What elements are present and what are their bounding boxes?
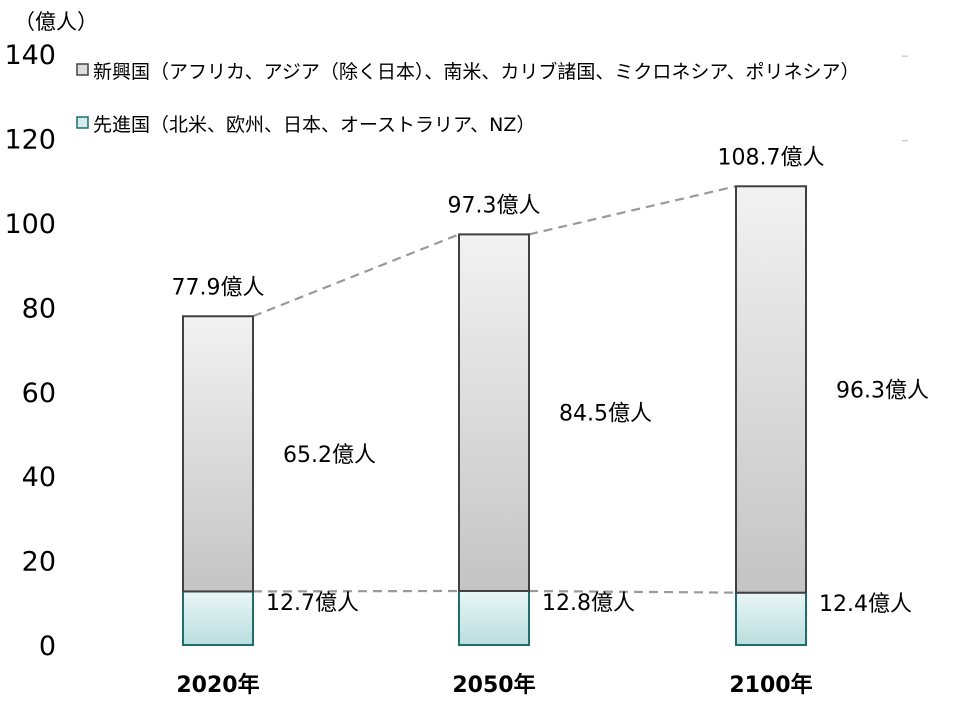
total-label: 77.9億人	[172, 275, 265, 300]
y-tick-label: 0	[39, 631, 56, 662]
legend: 新興国（アフリカ、アジア（除く日本）、南米、カリブ諸国、ミクロネシア、ポリネシア…	[76, 60, 859, 136]
developed-value-label: 12.4億人	[819, 592, 912, 617]
y-tick-label: 140	[4, 40, 56, 71]
x-category-label: 2050年	[452, 672, 535, 698]
bar-emerging	[458, 233, 530, 592]
bar-developed	[458, 589, 530, 647]
developed-value-label: 12.8億人	[542, 591, 635, 616]
connector-lines	[252, 185, 737, 594]
emerging-value-label: 65.2億人	[283, 443, 376, 468]
y-tick-label: 120	[4, 125, 56, 156]
bar-emerging	[182, 315, 254, 593]
total-label: 97.3億人	[448, 193, 541, 218]
x-axis-categories: 2020年 2050年 2100年	[176, 672, 812, 698]
x-category-label: 2020年	[176, 672, 259, 698]
total-label: 108.7億人	[718, 145, 825, 170]
connector-line-total	[528, 185, 737, 236]
emerging-value-label: 84.5億人	[559, 402, 652, 427]
connector-line-developed	[528, 589, 737, 594]
legend-item-developed: 先進国（北米、欧州、日本、オーストラリア、NZ）	[76, 114, 535, 136]
bar-emerging	[735, 185, 807, 594]
y-axis-ticks: 0 20 40 60 80 100 120 140	[4, 40, 908, 662]
connector-line-total	[252, 233, 460, 318]
data-labels: 77.9億人 65.2億人 12.7億人 97.3億人 84.5億人 12.8億人 108.…	[172, 145, 930, 617]
bar-developed	[735, 591, 807, 646]
legend-swatch-developed	[76, 116, 89, 129]
legend-label-emerging: 新興国（アフリカ、アジア（除く日本）、南米、カリブ諸国、ミクロネシア、ポリネシア…	[93, 60, 859, 83]
developed-value-label: 12.7億人	[266, 591, 359, 616]
legend-swatch-emerging	[76, 63, 89, 76]
y-tick-label: 40	[22, 462, 56, 493]
y-tick-label: 60	[22, 378, 56, 409]
y-tick-label: 20	[22, 547, 56, 578]
y-axis-unit-label: （億人）	[14, 10, 98, 34]
bar-developed	[182, 590, 254, 647]
legend-label-developed: 先進国（北米、欧州、日本、オーストラリア、NZ）	[93, 114, 535, 136]
legend-item-emerging: 新興国（アフリカ、アジア（除く日本）、南米、カリブ諸国、ミクロネシア、ポリネシア…	[76, 60, 859, 83]
bars	[182, 185, 807, 647]
x-category-label: 2100年	[729, 672, 812, 698]
y-tick-label: 80	[22, 293, 56, 324]
y-tick-label: 100	[4, 209, 56, 240]
emerging-value-label: 96.3億人	[836, 378, 929, 403]
